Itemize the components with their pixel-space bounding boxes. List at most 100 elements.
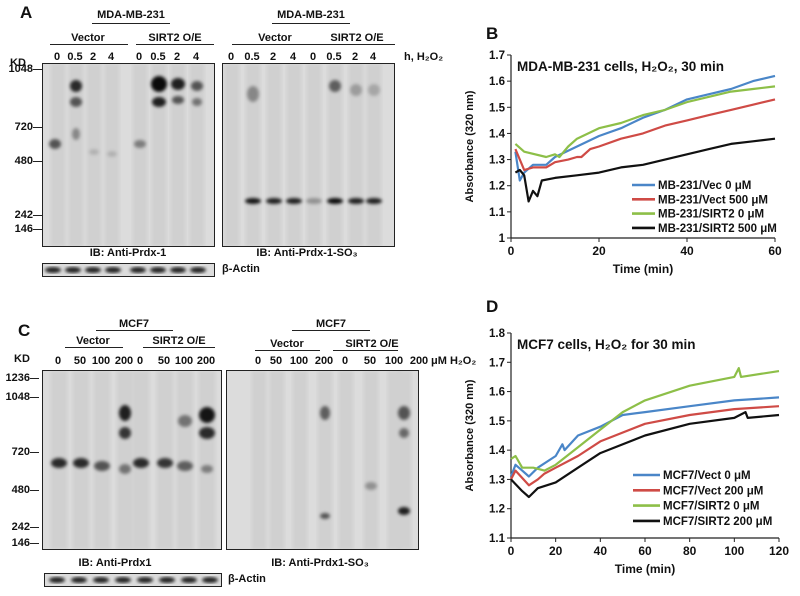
kd-marker-label: 720 — [11, 446, 30, 458]
underline — [292, 330, 370, 331]
y-axis-label: Absorbance (320 nm) — [464, 90, 476, 202]
lane-label: 0 — [135, 51, 143, 63]
lane-label: 2 — [89, 51, 97, 63]
underline — [136, 44, 214, 45]
series-line — [514, 98, 776, 172]
kd-marker-label: 146 — [11, 537, 30, 549]
kd-tick — [30, 490, 39, 491]
lane-label: 0 — [309, 51, 317, 63]
group-vector-label: Vector — [270, 338, 304, 350]
underline — [232, 44, 318, 45]
kd-marker-label: 480 — [11, 484, 30, 496]
y-tick-label: 1.5 — [489, 102, 506, 114]
lane-label: 0 — [341, 355, 349, 367]
kd-tick — [33, 69, 42, 70]
lane-label: 4 — [192, 51, 200, 63]
y-tick-label: 1.2 — [489, 181, 505, 193]
x-tick-label: 20 — [592, 244, 606, 258]
y-tick-label: 1.8 — [489, 328, 506, 340]
kd-tick — [30, 378, 39, 379]
lane-label: 100 — [174, 355, 194, 367]
kd-tick — [30, 527, 39, 528]
kd-marker-label: 242 — [11, 521, 30, 533]
kd-marker-label: 242 — [14, 209, 33, 221]
lane-label: 2 — [269, 51, 277, 63]
x-tick-label: 40 — [594, 544, 608, 558]
series-line — [509, 396, 780, 478]
panel-letter-b: B — [486, 24, 499, 43]
y-tick-label: 1.7 — [489, 357, 505, 369]
lane-label: 50 — [363, 355, 377, 367]
underline — [92, 23, 170, 24]
y-tick-label: 1.3 — [489, 155, 505, 167]
panel-letter-c: C — [18, 321, 31, 340]
panel-letter-a: A — [20, 3, 33, 22]
kd-marker-label: 146 — [14, 223, 33, 235]
kd-marker-label: 1048 — [8, 63, 33, 75]
lane-label: 0 — [54, 355, 62, 367]
beta-actin-blot — [44, 573, 222, 587]
loading-control-label: β-Actin — [222, 263, 260, 275]
lane-label: 0.5 — [326, 51, 342, 63]
y-tick-label: 1.7 — [489, 50, 505, 62]
ib-label: IB: Anti-Prdx1 — [78, 557, 152, 569]
lane-label: 0 — [227, 51, 235, 63]
kd-header: KD — [10, 57, 26, 69]
kd-tick — [33, 127, 42, 128]
lane-label: 200 — [409, 355, 429, 367]
kd-marker-label: 720 — [14, 121, 33, 133]
underline — [318, 44, 395, 45]
legend-entry: MB-231/SIRT2 0 μM — [658, 209, 764, 221]
lane-label: 0.5 — [244, 51, 260, 63]
lane-label: 4 — [369, 51, 377, 63]
series-line — [510, 405, 780, 487]
underline — [65, 347, 123, 348]
legend-entry: MB-231/SIRT2 500 μM — [658, 223, 777, 235]
legend-entry: MB-231/Vec 0 μM — [658, 180, 751, 192]
lane-label: 200 — [196, 355, 216, 367]
y-tick-label: 1.1 — [489, 207, 506, 219]
y-tick-label: 1.2 — [489, 504, 505, 516]
x-axis-label: Time (min) — [615, 562, 675, 576]
series-line — [510, 367, 780, 472]
underline — [255, 350, 320, 351]
panel-letter-d: D — [486, 297, 499, 316]
chart-title: MDA-MB-231 cells, H₂O₂, 30 min — [517, 59, 724, 74]
lane-label: 4 — [107, 51, 115, 63]
x-tick-label: 60 — [638, 544, 652, 558]
unit-label: μM H₂O₂ — [431, 355, 477, 367]
lane-label: 100 — [289, 355, 309, 367]
group-sirt2-label: SIRT2 O/E — [148, 32, 202, 44]
cell-line-label: MDA-MB-231 — [97, 9, 165, 21]
beta-actin-blot — [42, 263, 215, 277]
underline — [96, 330, 173, 331]
ib-label: IB: Anti-Prdx-1-SO₃ — [256, 247, 358, 259]
y-tick-label: 1.6 — [489, 387, 505, 399]
kd-tick — [33, 229, 42, 230]
x-tick-label: 40 — [680, 244, 694, 258]
group-vector-label: Vector — [76, 335, 110, 347]
kd-marker-label: 1236 — [5, 372, 30, 384]
legend-entry: MCF7/Vect 200 μM — [663, 485, 763, 497]
underline — [50, 44, 128, 45]
series-line — [514, 85, 776, 159]
kd-tick — [30, 397, 39, 398]
x-tick-label: 0 — [508, 244, 515, 258]
lane-label: 200 — [114, 355, 134, 367]
group-sirt2-label: SIRT2 O/E — [345, 338, 399, 350]
chart-title: MCF7 cells, H₂O₂ for 30 min — [517, 337, 696, 352]
x-tick-label: 60 — [768, 244, 782, 258]
lane-label: 100 — [384, 355, 404, 367]
lane-label: 0 — [136, 355, 144, 367]
kd-tick — [33, 215, 42, 216]
lane-label: 2 — [173, 51, 181, 63]
kd-marker-label: 1048 — [5, 391, 30, 403]
lane-label: 4 — [289, 51, 297, 63]
underline — [272, 23, 350, 24]
x-tick-label: 120 — [769, 544, 789, 558]
x-tick-label: 80 — [683, 544, 697, 558]
lane-label: 100 — [91, 355, 111, 367]
kd-marker-label: 480 — [14, 155, 33, 167]
